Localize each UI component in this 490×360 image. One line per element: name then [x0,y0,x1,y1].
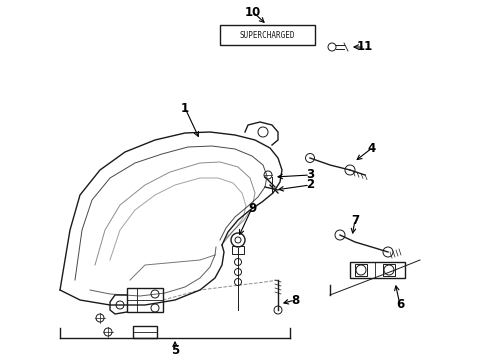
Text: 9: 9 [248,202,256,215]
Text: 1: 1 [181,102,189,114]
Text: SUPERCHARGED: SUPERCHARGED [240,31,295,40]
Bar [133,326,157,338]
Text: 5: 5 [171,343,179,356]
Text: 3: 3 [306,168,314,181]
Bar [220,25,315,45]
Bar [355,264,367,276]
Bar [232,246,244,254]
Bar [350,262,405,278]
Text: 6: 6 [396,298,404,311]
Text: 7: 7 [351,213,359,226]
Bar [383,264,395,276]
Text: 8: 8 [291,293,299,306]
Text: 2: 2 [306,179,314,192]
Bar [127,288,163,312]
Text: 11: 11 [357,40,373,54]
Text: 4: 4 [368,141,376,154]
Text: 10: 10 [245,5,261,18]
